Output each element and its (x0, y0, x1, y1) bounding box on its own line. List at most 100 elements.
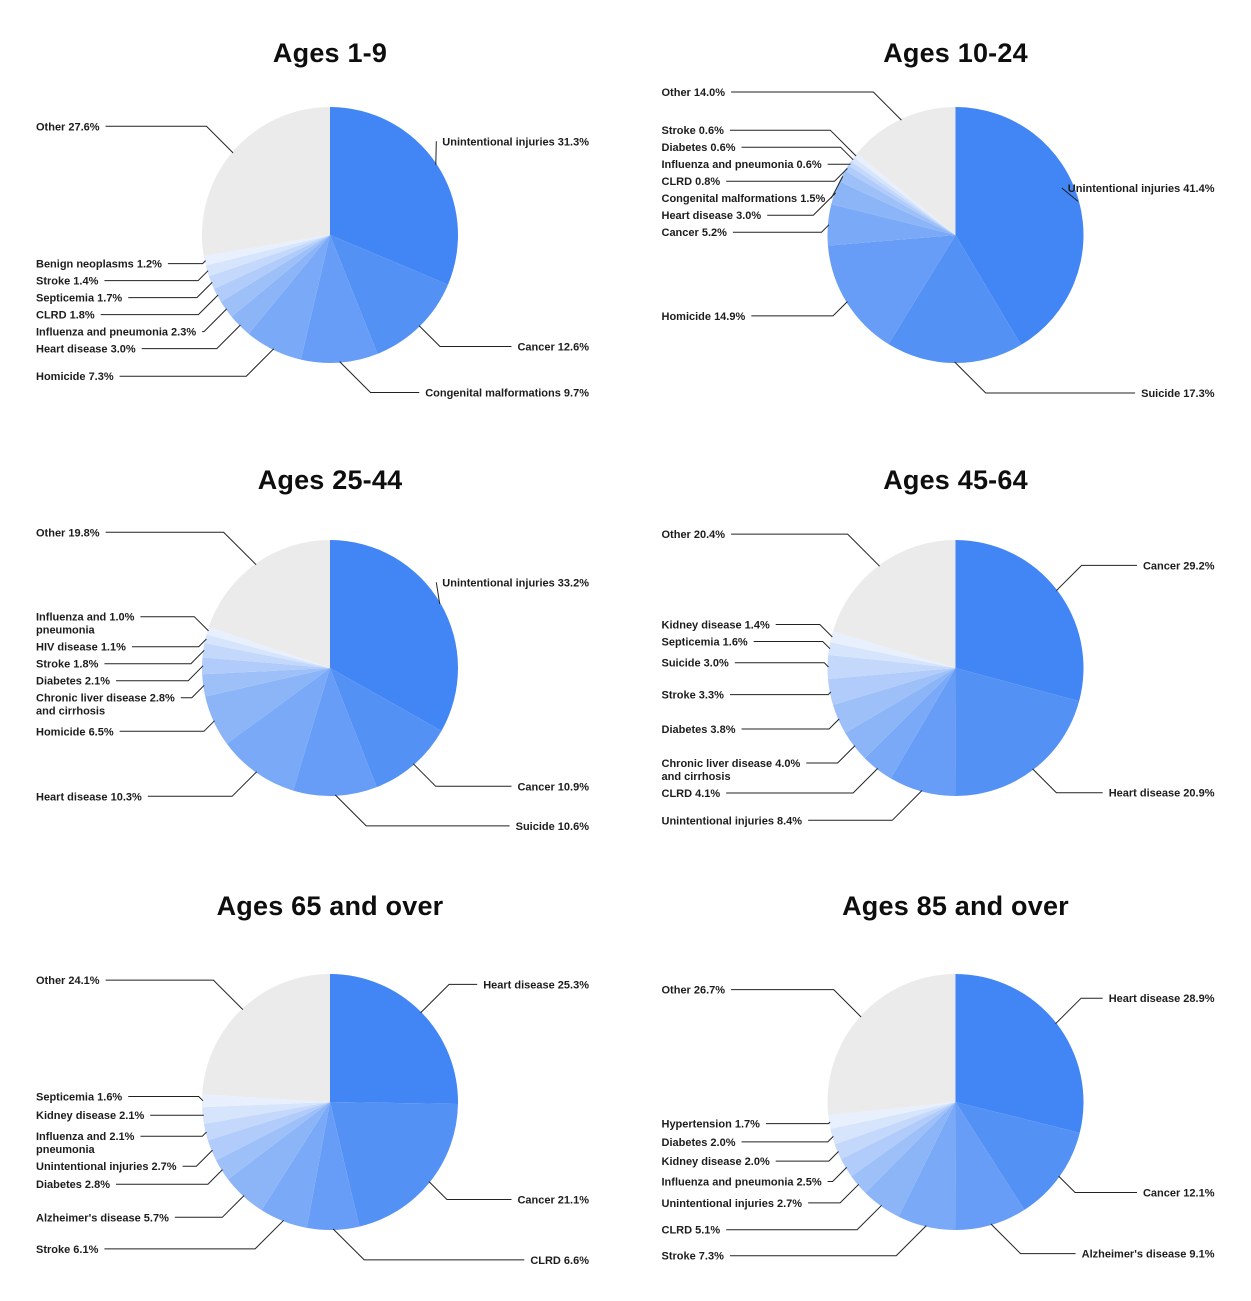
leader-line (765, 1121, 831, 1125)
pie-slice-other (201, 107, 330, 257)
slice-label-clrd: CLRD 5.1% (662, 1225, 721, 1237)
leader-line (806, 745, 856, 764)
leader-line (140, 616, 209, 632)
slice-label-chronic-liver-disease-and-cirrhosis: Chronic liver disease 2.8% and cirrhosis (36, 693, 175, 718)
slice-label-kidney-disease: Kidney disease 2.1% (36, 1110, 144, 1122)
pie-slice-heart-disease (955, 668, 1080, 797)
pie-slice-other (202, 974, 330, 1102)
slice-label-other: Other 20.4% (662, 529, 726, 541)
pie-slice-clrd (864, 668, 956, 779)
pie-slice-septicemia (202, 1094, 330, 1108)
slice-label-stroke: Stroke 6.1% (36, 1244, 99, 1256)
pie-slice-diabetes (850, 157, 956, 235)
pie-slice-clrd (306, 1102, 360, 1231)
slice-label-unintentional-injuries: Unintentional injuries 41.4% (1068, 183, 1215, 195)
slice-label-heart-disease: Heart disease 3.0% (36, 344, 136, 356)
pie-slice-unintentional-injuries (890, 668, 956, 796)
slice-label-heart-disease: Heart disease 20.9% (1109, 788, 1215, 800)
pie-slice-congenital-malformations (839, 170, 956, 235)
pie-slice-stroke (898, 1102, 956, 1230)
leader-line (332, 1228, 525, 1261)
pie-slice-congenital-malformations (300, 235, 378, 363)
leader-line (1055, 564, 1137, 592)
slice-label-unintentional-injuries: Unintentional injuries 2.7% (36, 1161, 177, 1173)
slice-label-homicide: Homicide 6.5% (36, 726, 114, 738)
pie-slice-heart-disease (831, 181, 956, 235)
slice-label-clrd: CLRD 1.8% (36, 310, 95, 322)
leader-line (105, 979, 244, 1010)
pie-slice-unintentional-injuries (851, 1102, 956, 1193)
slice-label-unintentional-injuries: Unintentional injuries 2.7% (662, 1198, 803, 1210)
pie-slice-cancer (330, 235, 448, 354)
slice-label-kidney-disease: Kidney disease 1.4% (662, 620, 770, 632)
chart-canvas-ages-1-9: Ages 1-9 Other 27.6% Benign neoplasms 1.2… (36, 38, 589, 400)
chart-title-ages-65-and-over: Ages 65 and over (217, 891, 444, 921)
pie-slice-alzheimer-s-disease (955, 1102, 1025, 1231)
leader-line (726, 168, 848, 182)
pie-slice-influenza-and-pneumonia (206, 626, 330, 668)
leader-line (339, 361, 420, 393)
slice-label-heart-disease: Heart disease 25.3% (483, 979, 589, 991)
slice-label-hypertension: Hypertension 1.7% (662, 1119, 761, 1131)
slice-label-homicide: Homicide 7.3% (36, 371, 114, 383)
slice-label-chronic-liver-disease-and-cirrhosis: Chronic liver disease 4.0% and cirrhosis (662, 758, 801, 783)
pie-slice-suicide (293, 668, 377, 797)
leader-line (751, 301, 848, 317)
slice-label-cancer: Cancer 12.1% (1143, 1188, 1215, 1200)
slice-label-heart-disease: Heart disease 28.9% (1109, 993, 1215, 1005)
leader-line (119, 720, 215, 732)
pie-slice-diabetes (216, 1102, 330, 1180)
pie-slice-stroke (827, 668, 956, 706)
chart-title-ages-1-9: Ages 1-9 (273, 38, 387, 68)
pie-slice-chronic-liver-disease-and-cirrhosis (845, 668, 956, 759)
slice-label-cancer: Cancer 5.2% (662, 227, 728, 239)
pie-slice-other (827, 974, 956, 1116)
slice-label-clrd: CLRD 6.6% (530, 1255, 589, 1267)
leader-line (412, 763, 512, 787)
leader-line (741, 1136, 834, 1143)
pie-slice-cancer (330, 668, 442, 788)
leader-line (731, 533, 880, 567)
leader-line (726, 768, 879, 794)
slice-label-clrd: CLRD 4.1% (662, 788, 721, 800)
slice-label-cancer: Cancer 29.2% (1143, 560, 1215, 572)
chart-ages-25-44: Ages 25-44 Other 19.8% Influenza and 1.0%… (0, 433, 625, 867)
slice-label-other: Other 26.7% (662, 985, 726, 997)
chart-ages-45-64: Ages 45-64 Other 20.4% Kidney disease 1.4… (625, 433, 1251, 867)
pie-slice-stroke (261, 1102, 330, 1228)
pie-slice-homicide (827, 235, 956, 345)
pie-slice-kidney-disease (202, 1102, 330, 1124)
leader-line (731, 91, 902, 121)
chart-canvas-ages-25-44: Ages 25-44 Other 19.8% Influenza and 1.0%… (36, 465, 589, 833)
slice-label-stroke: Stroke 0.6% (662, 125, 725, 137)
pie-slice-unintentional-injuries (330, 107, 458, 285)
leader-line (729, 129, 857, 157)
leader-line (1032, 768, 1103, 794)
pie-slice-cancer (955, 1102, 1080, 1210)
pie-slice-other (856, 107, 956, 235)
pie-slice-diabetes (832, 668, 956, 733)
slice-label-diabetes: Diabetes 2.8% (36, 1179, 110, 1191)
slice-label-heart-disease: Heart disease 3.0% (662, 210, 762, 222)
leader-line (182, 1149, 213, 1167)
leader-line (753, 641, 831, 650)
slice-label-stroke: Stroke 1.8% (36, 659, 99, 671)
pie-slice-stroke (202, 643, 330, 668)
pie-slice-unintentional-injuries (330, 540, 458, 731)
leader-line (180, 684, 205, 699)
leader-line (167, 260, 206, 265)
leader-line (741, 146, 854, 161)
slice-label-benign-neoplasms: Benign neoplasms 1.2% (36, 259, 162, 271)
slice-label-septicemia: Septicemia 1.6% (662, 637, 748, 649)
slice-label-unintentional-injuries: Unintentional injuries 8.4% (662, 815, 803, 827)
slice-label-congenital-malformations: Congenital malformations 9.7% (425, 388, 589, 400)
pie-slice-influenza-and-pneumonia (220, 235, 330, 317)
leader-line (990, 1223, 1076, 1255)
pie-slice-kidney-disease (830, 631, 956, 668)
pie-slice-influenza-and-pneumonia (848, 161, 956, 235)
chart-canvas-ages-85-and-over: Ages 85 and over Other 26.7% Hypertension… (662, 891, 1215, 1263)
pie-ages-85-and-over: Other 26.7% Hypertension 1.7% Diabetes 2.0… (662, 974, 1215, 1263)
chart-canvas-ages-45-64: Ages 45-64 Other 20.4% Kidney disease 1.4… (662, 465, 1215, 827)
slice-label-septicemia: Septicemia 1.7% (36, 293, 122, 305)
leader-line (1055, 997, 1103, 1025)
